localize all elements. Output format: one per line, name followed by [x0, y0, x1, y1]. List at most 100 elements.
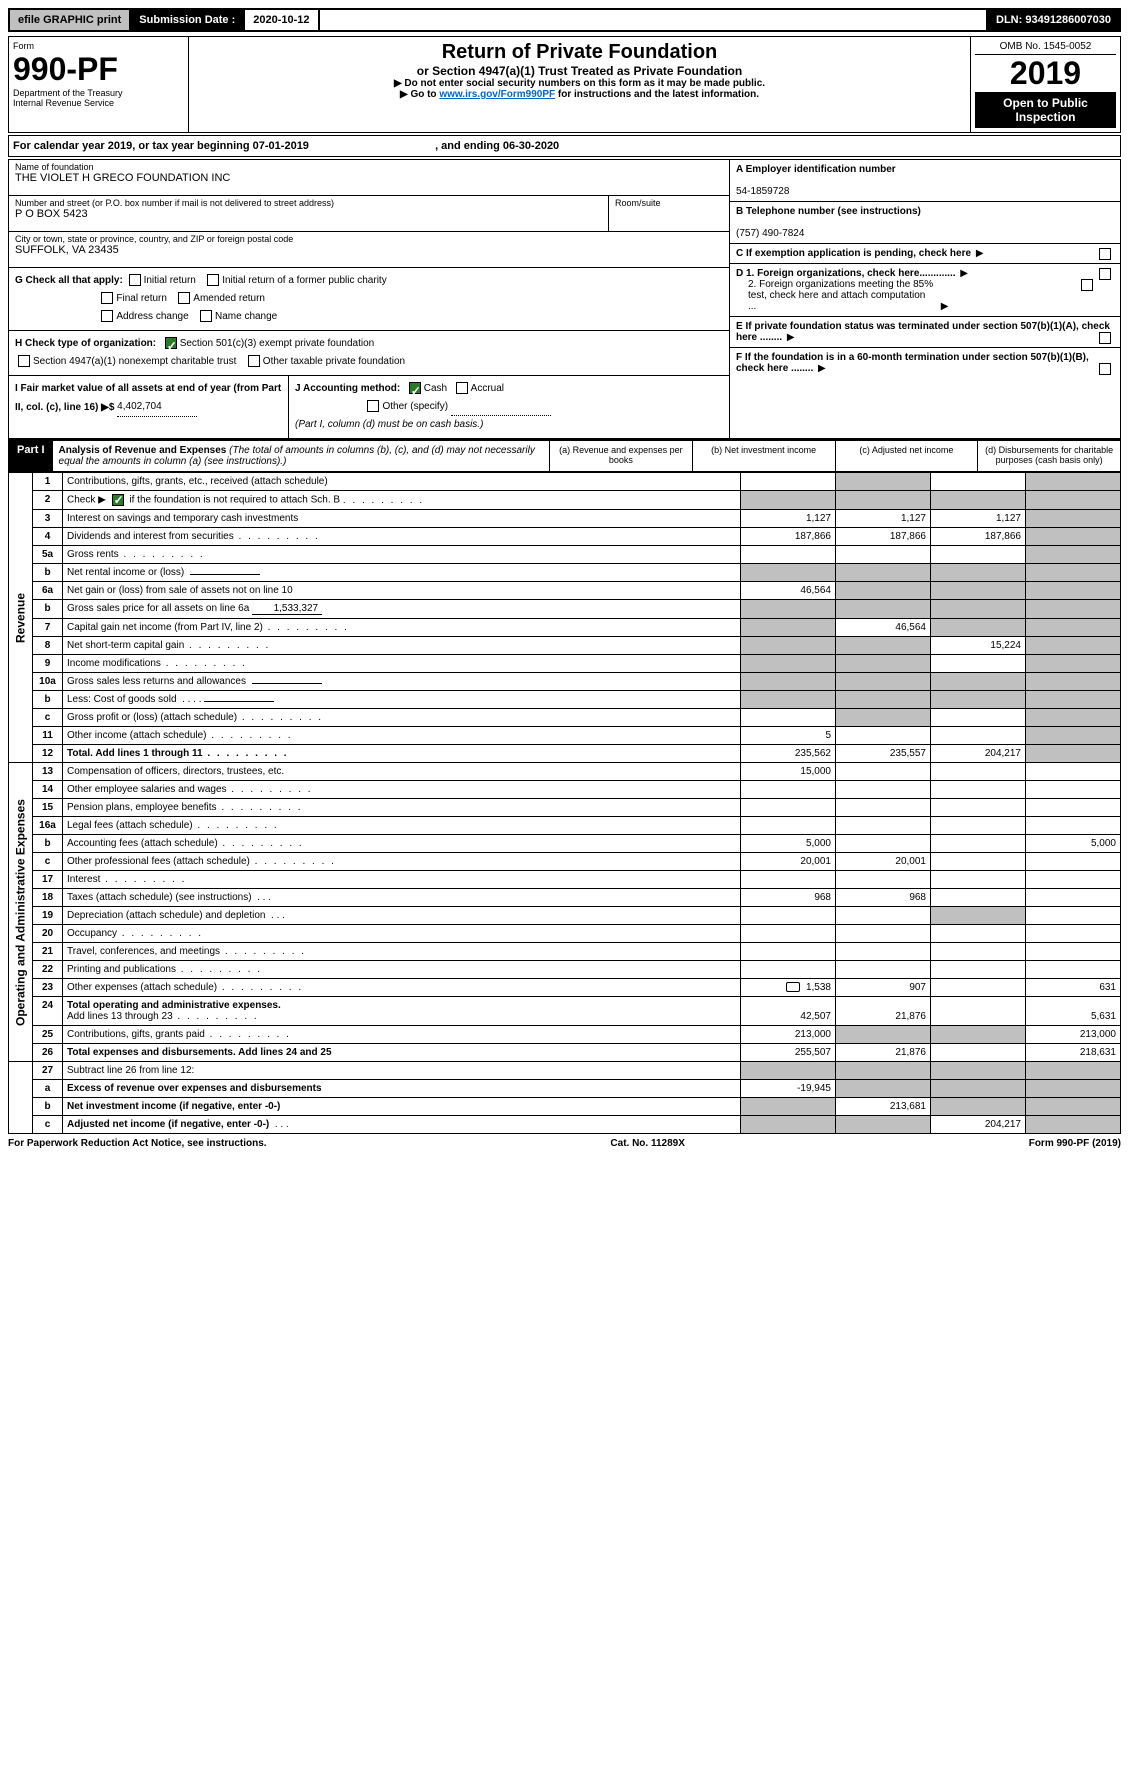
d: Net short-term capital gain: [67, 640, 184, 651]
ln: b: [33, 1098, 63, 1116]
desc: Travel, conferences, and meetings: [63, 943, 741, 961]
val-a: 5,000: [741, 835, 836, 853]
val-a: 5: [741, 727, 836, 745]
cb-c[interactable]: [1099, 248, 1111, 260]
j-cash: Cash: [424, 383, 447, 394]
ln: 8: [33, 637, 63, 655]
d: Taxes (attach schedule) (see instruction…: [67, 892, 252, 903]
desc: Other employee salaries and wages: [63, 781, 741, 799]
ln: 7: [33, 619, 63, 637]
g-former: Initial return of a former public charit…: [222, 275, 387, 286]
cb-d2[interactable]: [1081, 279, 1093, 291]
d: Legal fees (attach schedule): [67, 820, 193, 831]
open-public: Open to Public Inspection: [975, 92, 1116, 128]
val-b: 46,564: [836, 619, 931, 637]
cb-final[interactable]: [101, 292, 113, 304]
h-4947: Section 4947(a)(1) nonexempt charitable …: [33, 356, 236, 367]
desc: Total expenses and disbursements. Add li…: [63, 1044, 741, 1062]
ln: b: [33, 835, 63, 853]
check-h: H Check type of organization: Section 50…: [9, 331, 729, 376]
phone-label: B Telephone number (see instructions): [736, 206, 921, 217]
desc: Gross rents: [63, 546, 741, 564]
desc: Contributions, gifts, grants, etc., rece…: [63, 473, 741, 491]
ln: b: [33, 564, 63, 582]
cb-initial[interactable]: [129, 274, 141, 286]
cb-f[interactable]: [1099, 363, 1111, 375]
cb-accrual[interactable]: [456, 382, 468, 394]
row-26: 26 Total expenses and disbursements. Add…: [9, 1044, 1121, 1062]
part1-tag: Part I: [9, 441, 53, 471]
val-b: 187,866: [836, 528, 931, 546]
row-12: 12 Total. Add lines 1 through 11 235,562…: [9, 745, 1121, 763]
cb-501c3[interactable]: [165, 337, 177, 349]
f-label: F If the foundation is in a 60-month ter…: [736, 352, 1089, 374]
d2: Add lines 13 through 23: [67, 1011, 173, 1022]
submission-label: Submission Date :: [131, 10, 245, 30]
desc: Gross sales price for all assets on line…: [63, 600, 741, 619]
g-final: Final return: [116, 293, 167, 304]
cb-schb[interactable]: [112, 494, 124, 506]
cb-other-method[interactable]: [367, 400, 379, 412]
row-27: 27 Subtract line 26 from line 12:: [9, 1062, 1121, 1080]
d: Pension plans, employee benefits: [67, 802, 217, 813]
row-16c: c Other professional fees (attach schedu…: [9, 853, 1121, 871]
ln: c: [33, 1116, 63, 1134]
row-18: 18 Taxes (attach schedule) (see instruct…: [9, 889, 1121, 907]
addr-value: P O BOX 5423: [15, 208, 602, 220]
ln: 21: [33, 943, 63, 961]
footer-mid: Cat. No. 11289X: [610, 1138, 684, 1149]
j-note: (Part I, column (d) must be on cash basi…: [295, 419, 483, 430]
val-a: 968: [741, 889, 836, 907]
desc: Taxes (attach schedule) (see instruction…: [63, 889, 741, 907]
cal-mid: , and ending: [435, 140, 503, 152]
d: Net investment income (if negative, ente…: [67, 1101, 280, 1112]
ln: 2: [33, 491, 63, 510]
form-link[interactable]: www.irs.gov/Form990PF: [439, 89, 555, 100]
ln: 1: [33, 473, 63, 491]
desc: Check ▶ if the foundation is not require…: [63, 491, 741, 510]
h-label: H Check type of organization:: [15, 338, 156, 349]
desc: Accounting fees (attach schedule): [63, 835, 741, 853]
instruct2-pre: ▶ Go to: [400, 89, 439, 100]
fill: 1,533,327: [252, 603, 322, 615]
val-b: 907: [836, 979, 931, 997]
attach-icon[interactable]: [786, 982, 800, 992]
row-5a: 5a Gross rents: [9, 546, 1121, 564]
part1-header: Part I Analysis of Revenue and Expenses …: [8, 439, 1121, 472]
ln: 4: [33, 528, 63, 546]
cal-end: 06-30-2020: [503, 140, 559, 152]
form-center: Return of Private Foundation or Section …: [189, 37, 970, 132]
desc: Interest on savings and temporary cash i…: [63, 510, 741, 528]
cb-other-tax[interactable]: [248, 355, 260, 367]
row-10c: c Gross profit or (loss) (attach schedul…: [9, 709, 1121, 727]
desc: Net gain or (loss) from sale of assets n…: [63, 582, 741, 600]
row-9: 9 Income modifications: [9, 655, 1121, 673]
val-a: 187,866: [741, 528, 836, 546]
entity-left: Name of foundation THE VIOLET H GRECO FO…: [9, 160, 729, 438]
d: Less: Cost of goods sold: [67, 694, 177, 705]
cb-addr[interactable]: [101, 310, 113, 322]
val-a: 42,507: [741, 997, 836, 1026]
cb-d1[interactable]: [1099, 268, 1111, 280]
d: Gross rents: [67, 549, 119, 560]
d2-label: 2. Foreign organizations meeting the 85%…: [736, 279, 936, 312]
val-c: 187,866: [931, 528, 1026, 546]
pre: Check ▶: [67, 495, 106, 506]
desc: Total operating and administrative expen…: [63, 997, 741, 1026]
desc: Net rental income or (loss): [63, 564, 741, 582]
d: Travel, conferences, and meetings: [67, 946, 220, 957]
row-2: 2 Check ▶ if the foundation is not requi…: [9, 491, 1121, 510]
cb-4947[interactable]: [18, 355, 30, 367]
row-27a: a Excess of revenue over expenses and di…: [9, 1080, 1121, 1098]
cb-initial-former[interactable]: [207, 274, 219, 286]
ein-label: A Employer identification number: [736, 164, 896, 175]
cb-amended[interactable]: [178, 292, 190, 304]
ln: 3: [33, 510, 63, 528]
d: Other employee salaries and wages: [67, 784, 227, 795]
ln: 9: [33, 655, 63, 673]
form-subtitle: or Section 4947(a)(1) Trust Treated as P…: [193, 64, 966, 78]
val-b: 235,557: [836, 745, 931, 763]
cb-name[interactable]: [200, 310, 212, 322]
cb-e[interactable]: [1099, 332, 1111, 344]
cb-cash[interactable]: [409, 382, 421, 394]
